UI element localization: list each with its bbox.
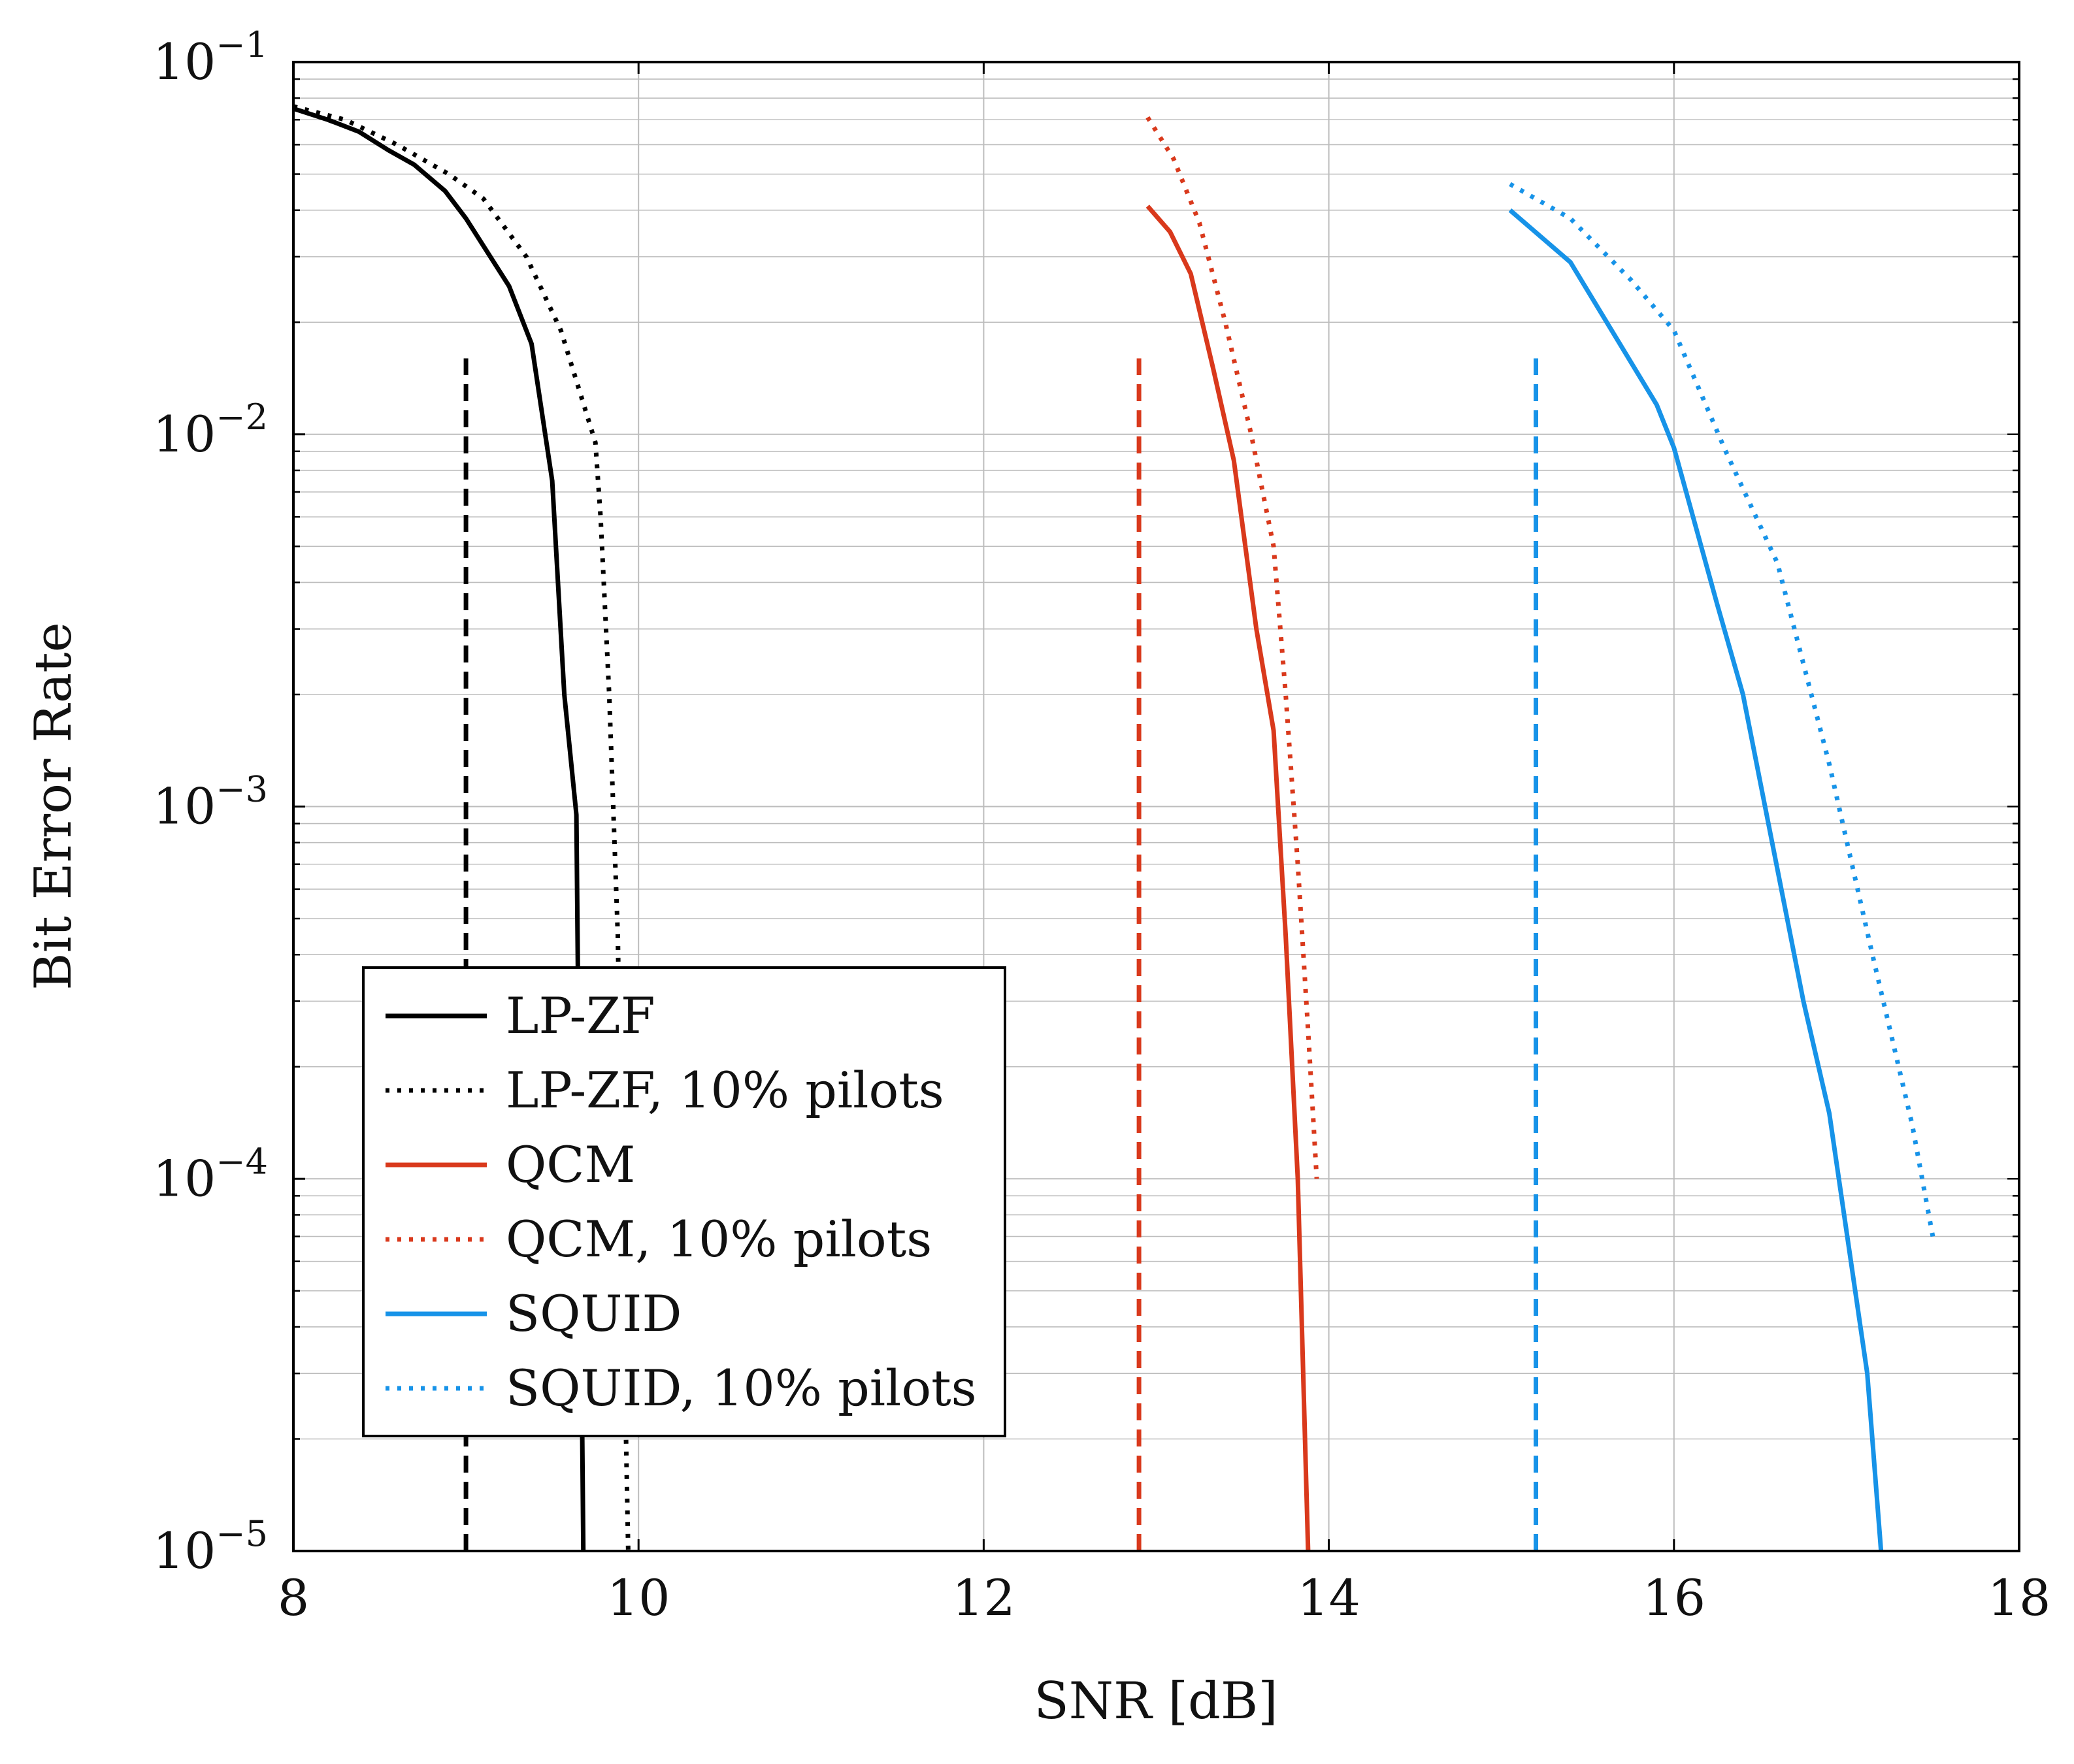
legend-box bbox=[362, 966, 1006, 1437]
y-tick-labels: 10−510−410−310−210−1 bbox=[153, 24, 268, 1580]
y-tick-label-base: 10 bbox=[153, 405, 216, 463]
y-tick-label-base: 10 bbox=[153, 777, 216, 836]
y-tick-label-base: 10 bbox=[153, 1149, 216, 1207]
x-tick-label: 14 bbox=[1297, 1569, 1360, 1627]
y-axis-label: Bit Error Rate bbox=[24, 622, 83, 990]
x-tick-label: 18 bbox=[1988, 1569, 2051, 1627]
x-tick-label: 12 bbox=[952, 1569, 1015, 1627]
series-line bbox=[1509, 182, 1935, 1237]
y-tick-label-exponent: −5 bbox=[216, 1513, 268, 1554]
x-tick-label: 8 bbox=[278, 1569, 309, 1627]
legend-label: SQUID bbox=[506, 1284, 682, 1343]
legend-label: LP-ZF, 10% pilots bbox=[506, 1061, 944, 1119]
series-line bbox=[1508, 208, 1884, 1551]
y-tick-label-exponent: −3 bbox=[216, 769, 268, 810]
legend-label: QCM, 10% pilots bbox=[506, 1210, 932, 1268]
x-tick-labels: 8 10 12 14 16 18 bbox=[278, 1569, 2051, 1627]
legend-label: LP-ZF bbox=[506, 987, 655, 1045]
series-line bbox=[293, 106, 586, 1551]
y-tick-label-exponent: −4 bbox=[216, 1141, 268, 1182]
y-tick-label-base: 10 bbox=[153, 1522, 216, 1580]
series-line bbox=[1145, 116, 1319, 1179]
x-axis-label: SNR [dB] bbox=[1034, 1672, 1277, 1731]
series-line bbox=[1145, 204, 1311, 1551]
y-tick-label: 10−1 bbox=[153, 24, 268, 91]
y-tick-label: 10−5 bbox=[153, 1513, 268, 1580]
y-tick-label: 10−2 bbox=[153, 397, 268, 463]
y-tick-label-exponent: −2 bbox=[216, 397, 268, 438]
series-lines bbox=[293, 104, 1935, 1551]
legend: LP-ZF LP-ZF, 10% pilots QCM QCM, 10% pilots… bbox=[362, 966, 1006, 1437]
x-tick-label: 16 bbox=[1642, 1569, 1705, 1627]
series-line bbox=[293, 104, 631, 1551]
legend-label: QCM bbox=[506, 1135, 635, 1194]
legend-label: SQUID, 10% pilots bbox=[506, 1359, 977, 1417]
y-tick-label-base: 10 bbox=[153, 33, 216, 91]
y-tick-label-exponent: −1 bbox=[216, 24, 268, 65]
y-tick-label: 10−4 bbox=[153, 1141, 268, 1207]
ticks bbox=[292, 61, 2020, 1552]
x-tick-label: 10 bbox=[607, 1569, 670, 1627]
y-tick-label: 10−3 bbox=[153, 769, 268, 836]
